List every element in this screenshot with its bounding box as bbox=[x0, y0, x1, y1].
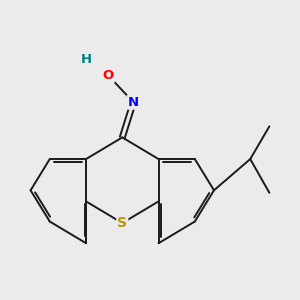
Text: H: H bbox=[80, 53, 92, 66]
Text: S: S bbox=[117, 216, 127, 230]
Text: N: N bbox=[128, 96, 139, 109]
Text: O: O bbox=[103, 69, 114, 82]
